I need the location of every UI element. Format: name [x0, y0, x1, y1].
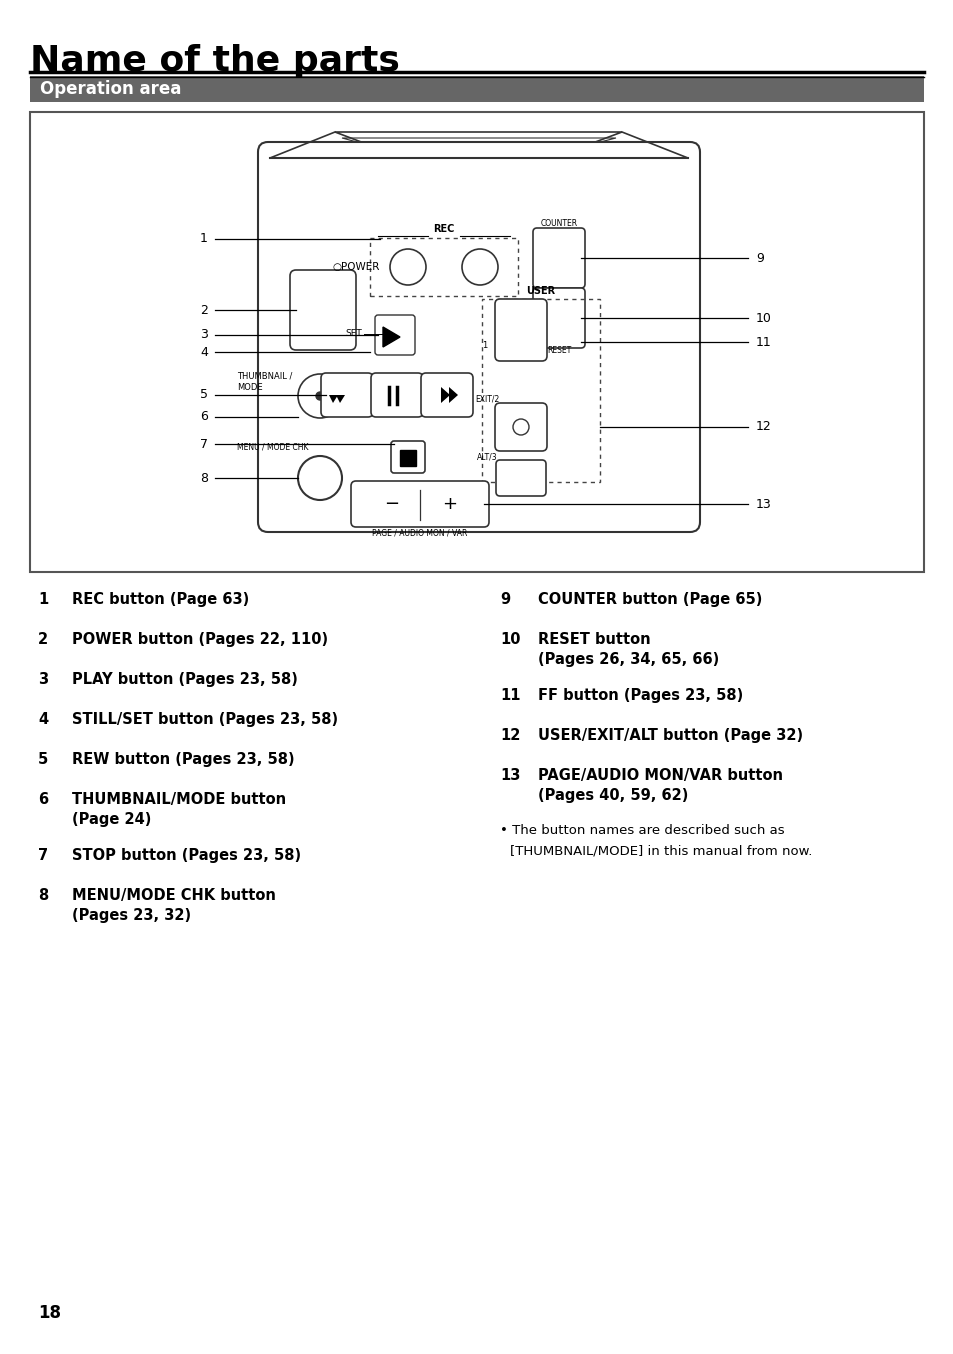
Text: Operation area: Operation area: [40, 80, 181, 97]
Text: 10: 10: [499, 632, 520, 647]
FancyBboxPatch shape: [375, 315, 415, 355]
Text: 7: 7: [200, 437, 208, 451]
Text: 2: 2: [200, 303, 208, 317]
Text: THUMBNAIL/MODE button: THUMBNAIL/MODE button: [71, 792, 286, 807]
Text: PAGE/AUDIO MON/VAR button: PAGE/AUDIO MON/VAR button: [537, 768, 782, 783]
FancyBboxPatch shape: [257, 142, 700, 532]
Text: 8: 8: [38, 888, 49, 903]
Text: 4: 4: [200, 345, 208, 359]
FancyBboxPatch shape: [396, 154, 560, 209]
Text: STOP button (Pages 23, 58): STOP button (Pages 23, 58): [71, 848, 301, 862]
Text: RESET: RESET: [546, 347, 571, 355]
Text: 13: 13: [755, 497, 771, 510]
Text: ○POWER: ○POWER: [332, 263, 379, 272]
Text: REW button (Pages 23, 58): REW button (Pages 23, 58): [71, 751, 294, 766]
Text: 10: 10: [755, 311, 771, 325]
Text: +: +: [442, 496, 457, 513]
Text: PLAY button (Pages 23, 58): PLAY button (Pages 23, 58): [71, 672, 297, 686]
FancyBboxPatch shape: [351, 481, 489, 527]
Bar: [481, 299, 599, 482]
FancyBboxPatch shape: [495, 403, 546, 451]
Text: 1: 1: [200, 233, 208, 245]
Text: • The button names are described such as: • The button names are described such as: [499, 825, 783, 837]
Text: 6: 6: [200, 410, 208, 424]
Text: 1: 1: [38, 592, 49, 607]
Text: [THUMBNAIL/MODE] in this manual from now.: [THUMBNAIL/MODE] in this manual from now…: [510, 844, 812, 857]
Bar: [30, 112, 923, 571]
Text: (Page 24): (Page 24): [71, 812, 152, 827]
Polygon shape: [335, 395, 345, 403]
Text: USER/EXIT/ALT button (Page 32): USER/EXIT/ALT button (Page 32): [537, 728, 802, 743]
FancyBboxPatch shape: [533, 227, 584, 288]
Text: 3: 3: [200, 329, 208, 341]
Polygon shape: [382, 328, 399, 347]
Text: 12: 12: [499, 728, 519, 743]
Bar: [30, 76, 923, 102]
Text: REC button (Page 63): REC button (Page 63): [71, 592, 249, 607]
Text: 11: 11: [755, 336, 771, 348]
FancyBboxPatch shape: [290, 269, 355, 349]
Bar: [399, 450, 416, 466]
Text: (Pages 23, 32): (Pages 23, 32): [71, 909, 191, 923]
Text: 12: 12: [755, 421, 771, 433]
Text: USER: USER: [526, 286, 555, 297]
FancyBboxPatch shape: [496, 460, 545, 496]
FancyBboxPatch shape: [420, 372, 473, 417]
Text: (Pages 40, 59, 62): (Pages 40, 59, 62): [537, 788, 688, 803]
Text: 9: 9: [755, 252, 763, 264]
Text: 9: 9: [499, 592, 510, 607]
FancyBboxPatch shape: [495, 299, 546, 362]
Text: 4: 4: [38, 712, 48, 727]
Circle shape: [315, 393, 324, 399]
Text: 8: 8: [200, 471, 208, 485]
FancyBboxPatch shape: [371, 372, 422, 417]
Text: 6: 6: [38, 792, 48, 807]
FancyBboxPatch shape: [533, 288, 584, 348]
Text: EXIT/2: EXIT/2: [475, 395, 498, 403]
Text: STILL/SET button (Pages 23, 58): STILL/SET button (Pages 23, 58): [71, 712, 337, 727]
Text: −: −: [384, 496, 399, 513]
Text: 18: 18: [38, 1304, 61, 1322]
Text: RESET button: RESET button: [537, 632, 650, 647]
Text: MENU/MODE CHK button: MENU/MODE CHK button: [71, 888, 275, 903]
Text: 2: 2: [38, 632, 48, 647]
Bar: [370, 238, 517, 297]
Text: COUNTER: COUNTER: [539, 219, 577, 227]
Text: ALT/3: ALT/3: [476, 454, 497, 462]
Text: 13: 13: [499, 768, 519, 783]
Polygon shape: [440, 387, 450, 403]
Text: Name of the parts: Name of the parts: [30, 43, 399, 79]
Text: FF button (Pages 23, 58): FF button (Pages 23, 58): [537, 688, 742, 703]
FancyBboxPatch shape: [320, 372, 373, 417]
Polygon shape: [449, 387, 457, 403]
Text: POWER button (Pages 22, 110): POWER button (Pages 22, 110): [71, 632, 328, 647]
Text: 5: 5: [38, 751, 49, 766]
Text: MENU / MODE CHK: MENU / MODE CHK: [236, 443, 308, 451]
Text: PAGE / AUDIO MON / VAR: PAGE / AUDIO MON / VAR: [372, 528, 467, 538]
Text: 11: 11: [499, 688, 520, 703]
Text: 7: 7: [38, 848, 48, 862]
Text: THUMBNAIL /
MODE: THUMBNAIL / MODE: [236, 371, 292, 393]
Polygon shape: [329, 395, 337, 403]
Text: 1: 1: [482, 341, 487, 351]
Text: 3: 3: [38, 672, 48, 686]
Text: 5: 5: [200, 389, 208, 402]
FancyBboxPatch shape: [391, 441, 424, 473]
Text: (Pages 26, 34, 65, 66): (Pages 26, 34, 65, 66): [537, 653, 719, 668]
Text: SET: SET: [345, 329, 361, 338]
Text: COUNTER button (Page 65): COUNTER button (Page 65): [537, 592, 761, 607]
Text: REC: REC: [433, 223, 455, 234]
